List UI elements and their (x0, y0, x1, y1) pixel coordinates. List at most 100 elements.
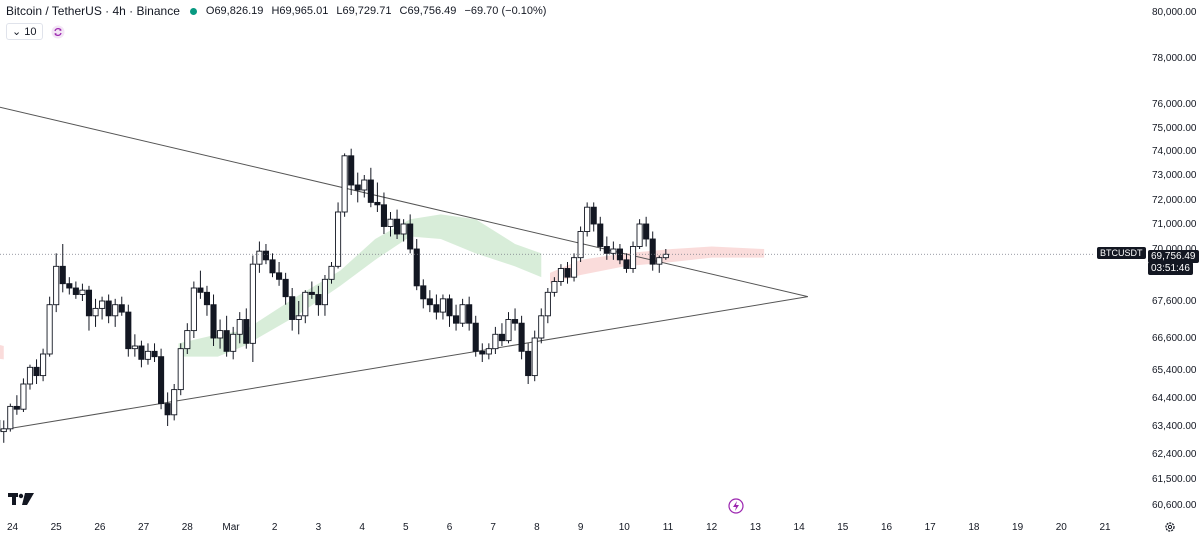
trendline-lower (0, 296, 808, 431)
candle (629, 241, 637, 273)
time-axis-tick: 3 (316, 522, 322, 533)
price-tag-price: 69,756.49 (1148, 250, 1199, 263)
candle (662, 249, 669, 260)
time-axis-tick: 11 (663, 522, 674, 533)
candle (407, 214, 414, 254)
price-axis-tick: 66,600.00 (1152, 333, 1197, 344)
candle (649, 231, 656, 271)
candle-body (151, 350, 158, 358)
candle (144, 343, 152, 365)
candle-body (321, 278, 329, 306)
candle (466, 296, 473, 331)
candle-body (85, 289, 93, 317)
candle-body (472, 322, 479, 352)
price-axis-tick: 75,000.00 (1152, 123, 1197, 134)
high-label: H (271, 5, 280, 17)
indicator-toggle[interactable]: ⌄ 10 (6, 23, 43, 40)
time-axis-tick: 14 (794, 522, 806, 533)
candle (46, 296, 53, 357)
gear-icon[interactable] (1164, 521, 1176, 533)
price-axis-tick: 70,000.00 (1152, 244, 1197, 255)
candle (472, 315, 479, 357)
candle (335, 202, 342, 269)
candle-body (623, 259, 630, 269)
price-axis[interactable]: 80,000.00 78,000.00 76,000.00 75,000.00 74,0… (1152, 7, 1197, 511)
candle (341, 153, 348, 217)
candle-body (236, 319, 243, 335)
time-axis[interactable]: 24 25 26 27 28 Mar 2 3 4 5 6 7 8 9 10 11 12 13 14 15 16 17 18 1… (7, 522, 1111, 533)
price-axis-tick: 65,400.00 (1152, 365, 1197, 376)
candle (479, 343, 486, 362)
candle-body (512, 319, 519, 324)
candle-body (584, 206, 591, 232)
candle (236, 312, 243, 344)
candle-body (125, 311, 132, 350)
candle (40, 348, 47, 382)
candle-body (46, 304, 53, 355)
candle-body (335, 211, 342, 267)
candle-body (328, 265, 335, 280)
candle-body (249, 263, 256, 344)
bullish-cloud-segment (178, 214, 542, 357)
candle-body (361, 179, 368, 191)
candle (256, 241, 263, 273)
candle-body (269, 259, 276, 274)
candle-body (99, 300, 106, 309)
candle-body (243, 319, 250, 344)
candle-body (203, 291, 211, 306)
candle (171, 384, 178, 421)
candle (0, 420, 7, 443)
candle-body (184, 330, 191, 350)
candle (636, 219, 643, 249)
lightning-icon[interactable] (728, 498, 744, 514)
price-axis-tick: 73,000.00 (1152, 170, 1197, 181)
low-value: 69,729.71 (342, 5, 392, 17)
candle-body (13, 405, 20, 410)
candle-body (629, 246, 637, 269)
indicator-row: ⌄ 10 (6, 23, 65, 40)
candle (7, 403, 14, 432)
candle-body (20, 383, 27, 410)
tradingview-logo-icon[interactable] (8, 493, 34, 507)
time-axis-tick: 26 (94, 522, 106, 533)
candle-body (649, 238, 656, 265)
time-axis-tick: 16 (881, 522, 893, 533)
symbol-title[interactable]: Bitcoin / TetherUS · 4h · Binance (6, 4, 180, 18)
candle-body (144, 350, 152, 360)
candle (190, 281, 197, 338)
candle (59, 244, 66, 293)
candle-body (105, 300, 112, 317)
candle (603, 236, 610, 260)
price-tag-countdown: 03:51:46 (1148, 262, 1193, 275)
candle (387, 212, 394, 237)
candle-body (66, 283, 73, 289)
candle-body (479, 350, 486, 355)
candle-body (92, 307, 99, 317)
candle-body (531, 337, 538, 377)
candle-body (138, 345, 145, 360)
candle (302, 290, 309, 324)
candle (79, 283, 86, 301)
candle (354, 172, 361, 203)
price-axis-tick: 74,000.00 (1152, 146, 1197, 157)
candle-body (433, 304, 440, 313)
time-axis-tick: 13 (750, 522, 762, 533)
price-axis-tick: 78,000.00 (1152, 53, 1197, 64)
candle-body (505, 319, 512, 342)
candle (210, 294, 217, 346)
sync-icon[interactable] (51, 25, 65, 39)
time-axis-tick: 4 (359, 522, 365, 533)
candle-body (79, 289, 86, 295)
candle (525, 343, 532, 384)
high-value: 69,965.01 (279, 5, 329, 17)
time-axis-tick: 8 (534, 522, 540, 533)
candle (125, 304, 132, 357)
change-value: −69.70 (−0.10%) (464, 5, 547, 17)
trendline-upper (0, 106, 808, 298)
time-axis-tick: 20 (1056, 522, 1068, 533)
candle-body (453, 315, 460, 324)
low-label: L (336, 5, 343, 17)
candle (597, 216, 604, 252)
candle (158, 348, 165, 410)
